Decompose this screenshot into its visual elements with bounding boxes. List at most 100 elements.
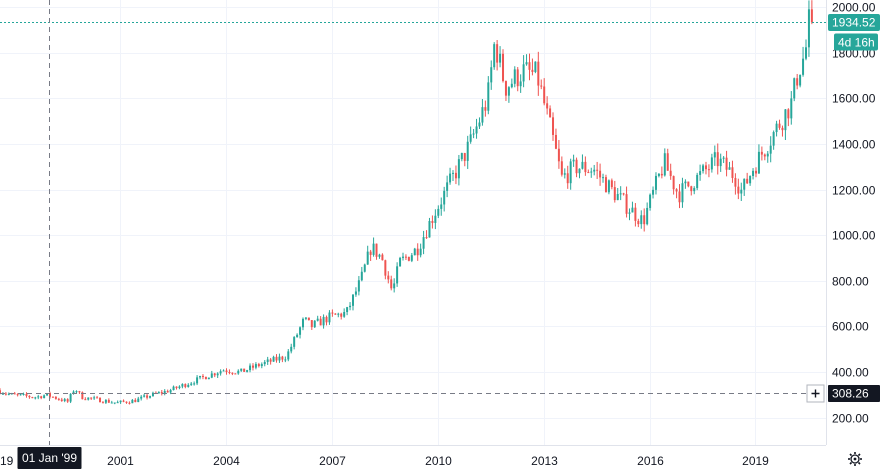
candle-body: [237, 370, 240, 374]
candle-body: [116, 402, 119, 404]
candle-body: [484, 107, 487, 111]
candle-body: [207, 377, 210, 380]
candle-body: [363, 264, 366, 272]
candle-body: [807, 9, 810, 48]
y-tick-label: 1000.00: [832, 229, 876, 243]
candle-body: [293, 337, 296, 347]
candle-body: [625, 194, 628, 214]
candle-body: [87, 397, 90, 400]
candle-body: [784, 109, 787, 131]
candle-body: [381, 254, 384, 261]
candle-body: [93, 397, 96, 399]
candle-body: [19, 394, 22, 396]
candle-body: [749, 175, 752, 184]
candle-body: [490, 67, 493, 83]
candle-body: [543, 86, 546, 104]
candle-body: [760, 151, 763, 155]
candle-body: [143, 395, 146, 397]
candle-body: [354, 291, 357, 295]
candle-body: [4, 393, 7, 395]
candle-body: [16, 394, 19, 396]
candle-body: [128, 402, 131, 404]
candle-body: [710, 157, 713, 170]
candle-body: [622, 193, 625, 195]
candle-body: [390, 279, 393, 289]
candle-body: [563, 173, 566, 175]
x-tick-label: 2007: [319, 454, 346, 468]
candle-body: [378, 254, 381, 257]
candle-body: [225, 370, 228, 372]
candle-body: [557, 148, 560, 162]
candle-body: [137, 398, 140, 403]
candle-body: [746, 178, 749, 184]
candle-body: [34, 397, 37, 399]
candle-body: [593, 169, 596, 172]
candle-body: [140, 396, 143, 399]
candle-body: [287, 351, 290, 360]
x-tick-label: 2013: [531, 454, 558, 468]
candle-body: [107, 399, 110, 403]
candle-body: [301, 318, 304, 328]
candle-body: [752, 170, 755, 176]
candle-body: [66, 399, 69, 402]
candle-body: [57, 398, 60, 400]
candle-body: [269, 359, 272, 362]
candle-body: [675, 189, 678, 192]
candle-body: [649, 194, 652, 208]
candle-body: [193, 383, 196, 385]
crosshair-date-label: 01 Jan '99: [22, 451, 77, 465]
candle-body: [793, 78, 796, 99]
candle-body: [513, 69, 516, 84]
candle-body: [734, 177, 737, 187]
price-axis[interactable]: 200.00 400.00 600.00 800.00 1000.00 1200.00 14…: [832, 1, 876, 426]
candle-body: [702, 165, 705, 172]
candle-body: [337, 313, 340, 315]
candle-body: [660, 173, 663, 176]
candle-body: [607, 180, 610, 193]
candle-body: [84, 399, 87, 401]
candle-body: [357, 280, 360, 292]
candle-body: [804, 47, 807, 59]
candle-body: [434, 215, 437, 223]
candle-body: [575, 159, 578, 174]
candle-body: [296, 334, 299, 338]
candle-body: [757, 151, 760, 174]
time-axis[interactable]: 2001 2004 2007 2010 2013 2016 2019: [107, 454, 769, 468]
candle-body: [410, 255, 413, 261]
y-tick-label: 400.00: [832, 366, 869, 380]
candle-body: [731, 167, 734, 178]
y-tick-label: 1200.00: [832, 184, 876, 198]
settings-button[interactable]: [848, 452, 862, 466]
candle-body: [693, 188, 696, 192]
candle-body: [360, 271, 363, 281]
crosshair-add-button[interactable]: [806, 384, 825, 403]
candle-body: [810, 9, 813, 23]
candle-body: [778, 123, 781, 128]
candle-body: [7, 393, 10, 395]
candle-body: [487, 82, 490, 111]
candle-body: [431, 221, 434, 223]
candle-body: [69, 393, 72, 402]
candle-body: [787, 109, 790, 119]
candle-body: [384, 260, 387, 276]
candle-body: [160, 392, 163, 394]
y-tick-label: 2000.00: [832, 1, 876, 15]
candle-body: [81, 392, 84, 400]
candle-body: [243, 368, 246, 372]
candle-body: [184, 384, 187, 387]
candle-body: [722, 157, 725, 159]
candle-body: [349, 305, 352, 308]
candle-body: [119, 400, 122, 403]
candle-body: [772, 132, 775, 146]
candle-body: [146, 395, 149, 398]
candle-body: [569, 161, 572, 184]
candle-body: [122, 400, 125, 402]
candle-body: [437, 208, 440, 216]
candle-body: [204, 376, 207, 380]
candle-body: [78, 391, 81, 393]
candle-body: [419, 248, 422, 256]
candle-body: [125, 401, 128, 403]
candle-body: [222, 370, 225, 372]
candle-body: [460, 153, 463, 160]
